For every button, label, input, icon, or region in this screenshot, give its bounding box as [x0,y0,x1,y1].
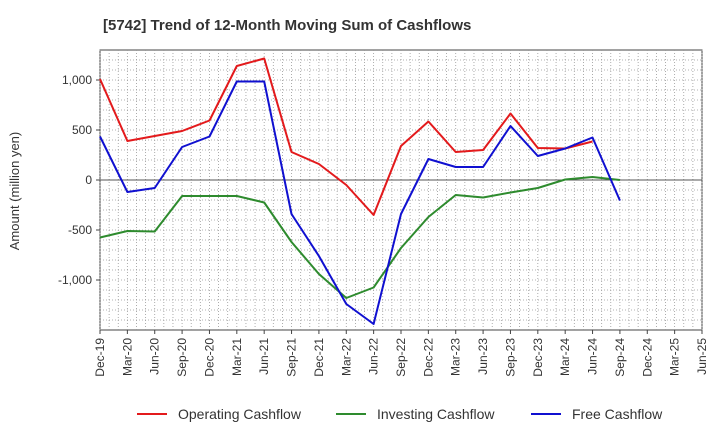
y-tick-label: -1,000 [58,273,92,287]
x-tick-label: Mar-23 [449,338,463,376]
x-tick-label: Sep-24 [613,338,627,377]
x-tick-label: Mar-24 [558,338,572,376]
series-line-free-cashflow [99,80,621,325]
series-line-investing-cashflow [99,176,621,299]
y-tick-label: -500 [68,223,92,237]
x-axis: Dec-19 Mar-20 Jun-20 Sep-20 Dec-20 Mar-21 Jun-… [93,330,709,377]
x-tick-label: Sep-22 [394,338,408,377]
x-tick-label: Jun-25 [695,338,709,375]
chart-title: [5742] Trend of 12-Month Moving Sum of C… [103,17,471,34]
series-lines [99,57,621,325]
x-tick-label: Dec-23 [531,338,545,377]
x-tick-label: Dec-22 [421,338,435,377]
x-tick-label: Sep-21 [285,338,299,377]
y-axis: 1,000 500 0 -500 -1,000 [58,73,100,287]
x-tick-label: Dec-20 [202,338,216,377]
y-tick-label: 0 [85,173,92,187]
legend-label: Investing Cashflow [377,406,495,422]
x-tick-label: Jun-21 [257,338,271,375]
x-tick-label: Jun-24 [586,338,600,375]
x-tick-label: Dec-24 [640,338,654,377]
y-axis-label: Amount (million yen) [7,132,22,251]
x-tick-label: Jun-20 [148,338,162,375]
legend-label: Free Cashflow [572,406,663,422]
y-tick-label: 500 [72,123,92,137]
x-tick-label: Dec-21 [312,338,326,377]
x-tick-label: Mar-20 [120,338,134,376]
x-tick-label: Sep-23 [503,338,517,377]
x-tick-label: Mar-21 [230,338,244,376]
x-tick-label: Dec-19 [93,338,107,377]
x-tick-label: Mar-25 [668,338,682,376]
legend-label: Operating Cashflow [178,406,302,422]
legend: Operating Cashflow Investing Cashflow Free… [137,406,663,422]
y-tick-label: 1,000 [62,73,92,87]
x-tick-label: Jun-22 [367,338,381,375]
x-tick-label: Sep-20 [175,338,189,377]
series-line-operating-cashflow [99,57,593,216]
x-tick-label: Jun-23 [476,338,490,375]
x-tick-label: Mar-22 [339,338,353,376]
